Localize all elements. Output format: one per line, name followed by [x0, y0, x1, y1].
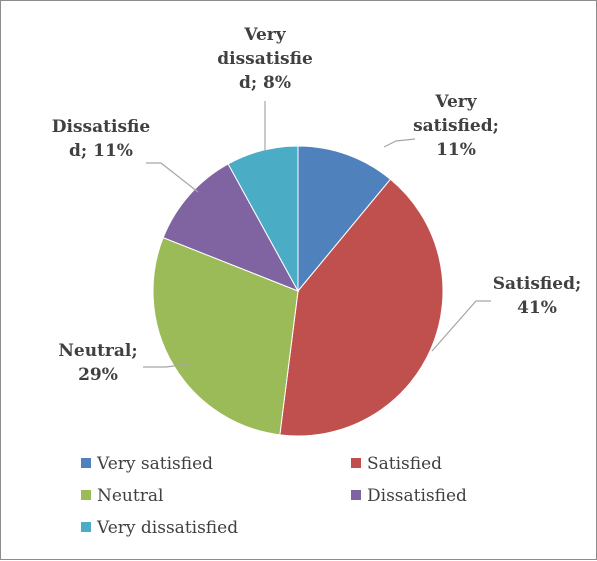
pie-slice-neutral[interactable]: [152, 236, 299, 436]
data-label-line: satisfied;: [413, 116, 499, 136]
legend-entry[interactable]: Dissatisfied: [351, 486, 467, 506]
leader-line-neutral: [143, 363, 190, 368]
legend-label: Dissatisfied: [367, 486, 467, 506]
data-label-very-dissatisfied: Very dissatisfie d; 8%: [217, 25, 313, 93]
legend-swatch: [81, 458, 91, 468]
data-label-very-satisfied: Very satisfied; 11%: [413, 92, 499, 160]
legend: Very satisfied Satisfied Neutral Dissatisfi…: [81, 454, 467, 538]
legend-swatch: [351, 458, 361, 468]
pie-slices: [152, 145, 444, 437]
legend-entry[interactable]: Very satisfied: [81, 454, 213, 474]
legend-swatch: [81, 522, 91, 532]
data-label-line: Neutral;: [58, 341, 137, 361]
data-label-line: d; 11%: [69, 141, 133, 161]
pie-slice-very-dissatisfied[interactable]: [227, 145, 299, 292]
data-label-line: Very: [243, 25, 286, 45]
data-label-line: 41%: [517, 298, 557, 318]
data-label-line: dissatisfie: [217, 49, 313, 69]
legend-swatch: [351, 490, 361, 500]
leader-line-very-satisfied: [383, 138, 416, 148]
data-label-line: Satisfied;: [493, 274, 582, 294]
legend-entry[interactable]: Satisfied: [351, 454, 442, 474]
legend-label: Very satisfied: [96, 454, 213, 474]
legend-label: Very dissatisfied: [96, 518, 238, 538]
data-label-neutral: Neutral; 29%: [58, 341, 137, 385]
data-labels: Very satisfied; 11% Satisfied; 41% Neutral; 29…: [52, 25, 581, 385]
data-label-dissatisfied: Dissatisfie d; 11%: [52, 117, 151, 161]
legend-entry[interactable]: Very dissatisfied: [81, 518, 238, 538]
legend-label: Satisfied: [367, 454, 442, 474]
data-label-line: 29%: [78, 365, 118, 385]
legend-label: Neutral: [97, 486, 163, 506]
legend-swatch: [81, 490, 91, 500]
leader-line-satisfied: [431, 300, 491, 352]
data-label-satisfied: Satisfied; 41%: [493, 274, 582, 318]
leader-lines: [143, 101, 491, 368]
data-label-line: d; 8%: [239, 73, 291, 93]
data-label-line: Dissatisfie: [52, 117, 151, 137]
leader-line-dissatisfied: [146, 162, 199, 193]
data-label-line: 11%: [436, 140, 476, 160]
pie-slice-dissatisfied[interactable]: [162, 163, 300, 292]
pie-slice-very-satisfied[interactable]: [297, 145, 392, 293]
data-label-line: Very: [434, 92, 477, 112]
pie-slice-satisfied[interactable]: [279, 178, 444, 437]
legend-entry[interactable]: Neutral: [81, 486, 163, 506]
